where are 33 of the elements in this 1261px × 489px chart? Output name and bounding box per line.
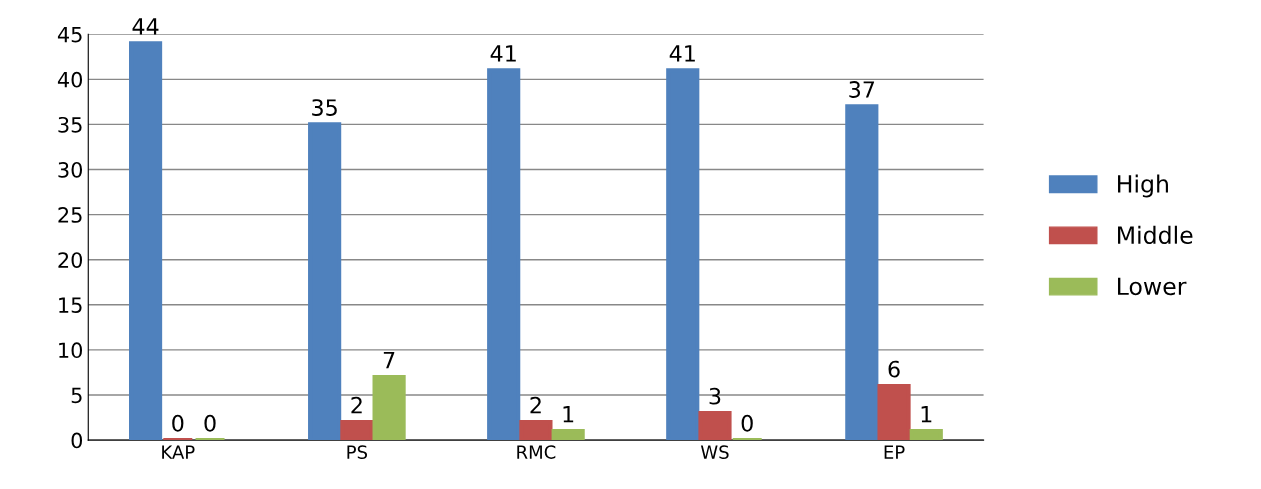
y-tick-label: 10 (59, 342, 83, 359)
data-label: 7 (383, 351, 395, 369)
data-label: 35 (312, 99, 337, 116)
data-label: 3 (709, 387, 721, 405)
data-label: 1 (563, 406, 574, 423)
data-label: 0 (204, 414, 216, 432)
data-label: 0 (741, 414, 753, 432)
y-tick-label: 5 (71, 387, 82, 404)
y-tick-label: 15 (59, 297, 82, 314)
legend-label: Lower (1118, 277, 1187, 296)
x-tick-label: PS (347, 445, 368, 459)
data-label: 37 (849, 81, 875, 98)
x-tick-label: WS (700, 445, 729, 459)
y-tick-label: 25 (58, 207, 82, 223)
legend-label: High (1118, 174, 1168, 198)
data-label: 1 (921, 406, 932, 423)
data-label: 2 (530, 396, 541, 414)
data-label: 41 (669, 45, 695, 62)
data-label: 44 (132, 18, 159, 35)
data-label: 6 (888, 360, 900, 378)
y-tick-label: 40 (57, 71, 83, 88)
y-tick-label: 35 (58, 116, 82, 133)
x-tick-label: RMC (517, 445, 556, 459)
y-tick-label: 30 (58, 161, 83, 178)
y-tick-label: 20 (58, 252, 83, 268)
data-label: 2 (351, 396, 362, 414)
data-label: 41 (490, 45, 516, 62)
y-tick-label: 0 (71, 432, 83, 449)
legend-label: Middle (1118, 225, 1193, 245)
y-tick-label: 45 (57, 26, 82, 43)
x-tick-label: KAP (162, 445, 195, 459)
data-label: 0 (172, 414, 184, 432)
x-tick-label: EP (884, 445, 905, 459)
